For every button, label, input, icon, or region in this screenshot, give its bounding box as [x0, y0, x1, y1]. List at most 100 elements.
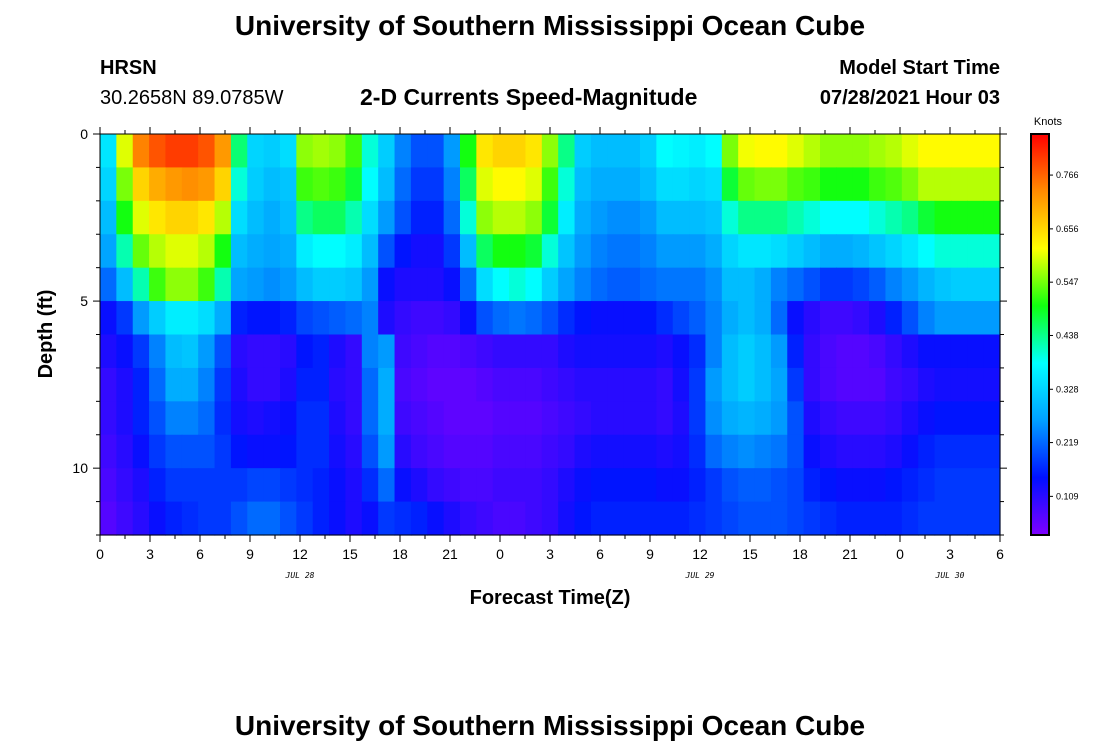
heatmap-cell — [492, 468, 510, 503]
heatmap-cell — [329, 367, 347, 402]
heatmap-cell — [672, 401, 690, 436]
heatmap-cell — [296, 468, 314, 503]
heatmap-cell — [198, 301, 216, 336]
heatmap-cell — [754, 334, 772, 369]
heatmap-cell — [770, 334, 788, 369]
heatmap-cell — [901, 200, 919, 235]
heatmap-cell — [476, 434, 494, 469]
heatmap-cell — [672, 434, 690, 469]
heatmap-cell — [296, 334, 314, 369]
heatmap-cell — [410, 301, 428, 336]
heatmap-cell — [181, 501, 199, 536]
heatmap-cell — [558, 301, 576, 336]
heatmap-cell — [361, 234, 379, 269]
heatmap-cell — [770, 367, 788, 402]
heatmap-cell — [967, 134, 985, 169]
date-label: JUL 29 — [685, 571, 715, 580]
heatmap-cell — [656, 501, 674, 536]
heatmap-cell — [312, 468, 330, 503]
heatmap-cell — [149, 200, 167, 235]
heatmap-cell — [689, 200, 707, 235]
x-tick-label: 12 — [692, 546, 708, 562]
heatmap-cell — [280, 200, 297, 235]
x-axis-ticks: 0 3 6 9 12 15 18 21 0 3 6 9 12 15 18 21 0 3 6 — [96, 127, 1004, 562]
heatmap-cell — [296, 501, 314, 536]
heatmap-cell — [721, 134, 739, 169]
heatmap-cell — [247, 501, 265, 536]
heatmap-cell — [541, 134, 559, 169]
heatmap-cell — [820, 334, 837, 369]
heatmap-cell — [165, 167, 183, 202]
heatmap-cell — [754, 267, 772, 302]
heatmap-cell — [967, 200, 985, 235]
heatmap-cell — [983, 234, 1001, 269]
heatmap-cell — [361, 334, 379, 369]
heatmap-cell — [885, 134, 903, 169]
heatmap-cell — [378, 167, 396, 202]
heatmap-cell — [476, 200, 494, 235]
heatmap-cell — [885, 267, 903, 302]
heatmap-cell — [312, 367, 330, 402]
heatmap-cell — [787, 234, 805, 269]
heatmap-cell — [116, 468, 134, 503]
heatmap-cell — [116, 267, 134, 302]
heatmap-cell — [721, 401, 739, 436]
heatmap-cell — [885, 367, 903, 402]
heatmap-cell — [738, 401, 756, 436]
heatmap-cell — [443, 234, 461, 269]
heatmap-cell — [361, 134, 379, 169]
heatmap-cell — [983, 167, 1001, 202]
heatmap-cell — [116, 401, 134, 436]
heatmap-cell — [247, 401, 265, 436]
heatmap-cell — [361, 301, 379, 336]
heatmap-cell — [820, 434, 837, 469]
heatmap-cell — [950, 200, 968, 235]
heatmap-cell — [885, 434, 903, 469]
heatmap-cell — [852, 401, 870, 436]
heatmap-cell — [214, 334, 232, 369]
heatmap-cell — [230, 334, 248, 369]
heatmap-cell — [476, 134, 494, 169]
heatmap-cell — [787, 200, 805, 235]
heatmap-cell — [443, 167, 461, 202]
heatmap-cell — [656, 200, 674, 235]
heatmap-cell — [852, 301, 870, 336]
heatmap-cell — [329, 468, 347, 503]
heatmap-cell — [460, 301, 477, 336]
heatmap-cell — [836, 401, 854, 436]
heatmap-cell — [100, 301, 117, 336]
heatmap-cell — [345, 167, 363, 202]
heatmap-cell — [541, 334, 559, 369]
heatmap-cell — [689, 167, 707, 202]
heatmap-cell — [754, 167, 772, 202]
heatmap-cell — [329, 234, 347, 269]
heatmap-cell — [836, 200, 854, 235]
heatmap-cell — [509, 501, 527, 536]
heatmap-cell — [247, 334, 265, 369]
heatmap-cell — [230, 468, 248, 503]
heatmap-cell — [198, 234, 216, 269]
heatmap-cell — [656, 301, 674, 336]
heatmap-cell — [394, 234, 412, 269]
heatmap-cell — [247, 267, 265, 302]
heatmap-cell — [689, 434, 707, 469]
heatmap-cell — [590, 401, 608, 436]
heatmap-cell — [983, 367, 1001, 402]
heatmap-cell — [820, 468, 837, 503]
heatmap-cell — [460, 200, 477, 235]
heatmap-cell — [803, 267, 821, 302]
heatmap-cell — [803, 434, 821, 469]
heatmap-cell — [198, 501, 216, 536]
heatmap-cell — [672, 234, 690, 269]
x-tick-label: 21 — [842, 546, 858, 562]
heatmap-cell — [181, 200, 199, 235]
heatmap-cell — [280, 267, 297, 302]
heatmap-cell — [721, 468, 739, 503]
heatmap-cell — [181, 301, 199, 336]
heatmap-cell — [918, 501, 936, 536]
heatmap-cell — [394, 401, 412, 436]
heatmap-cell — [623, 401, 641, 436]
heatmap-cell — [623, 267, 641, 302]
heatmap-cell — [640, 134, 657, 169]
heatmap-cell — [623, 334, 641, 369]
